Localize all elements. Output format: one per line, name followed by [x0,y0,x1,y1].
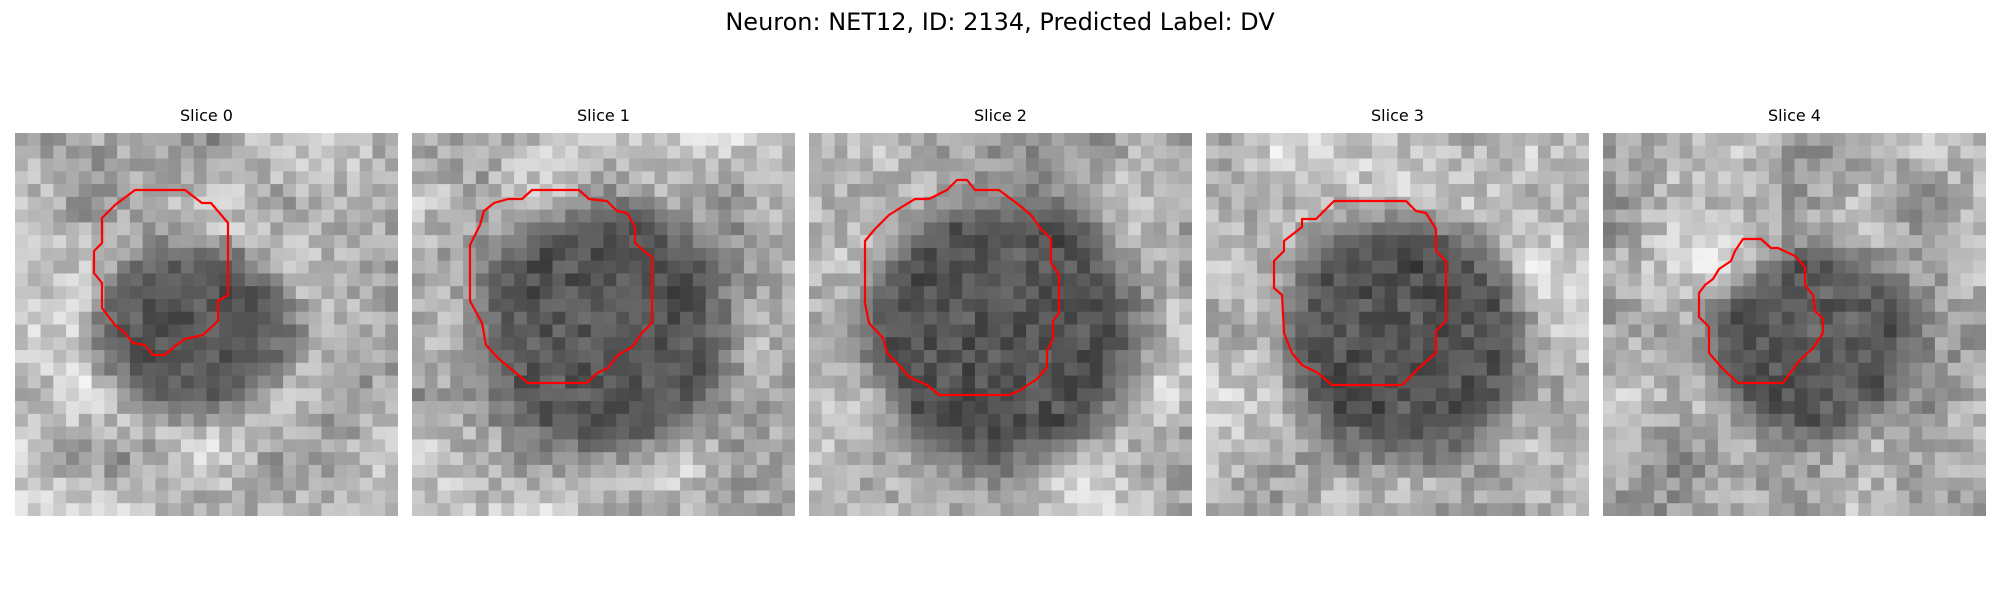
slice-1-canvas [412,133,795,516]
slice-image-4 [1603,133,1986,516]
slice-title-4: Slice 4 [1768,106,1821,125]
slice-2-canvas [809,133,1192,516]
slice-image-1 [412,133,795,516]
slice-title-1: Slice 1 [577,106,630,125]
figure-title: Neuron: NET12, ID: 2134, Predicted Label… [725,8,1275,36]
slice-title-2: Slice 2 [974,106,1027,125]
cell-outline-4 [1697,237,1825,385]
slice-image-3 [1206,133,1589,516]
cell-outline-3 [1272,199,1448,387]
slice-title-0: Slice 0 [180,106,233,125]
cell-outline-2 [863,178,1061,397]
slice-image-2 [809,133,1192,516]
slice-image-0 [15,133,398,516]
slice-title-3: Slice 3 [1371,106,1424,125]
slice-0-canvas [15,133,398,516]
cell-outline-1 [468,188,654,385]
slice-4-canvas [1603,133,1986,516]
cell-outline-0 [92,188,230,357]
slice-3-canvas [1206,133,1589,516]
